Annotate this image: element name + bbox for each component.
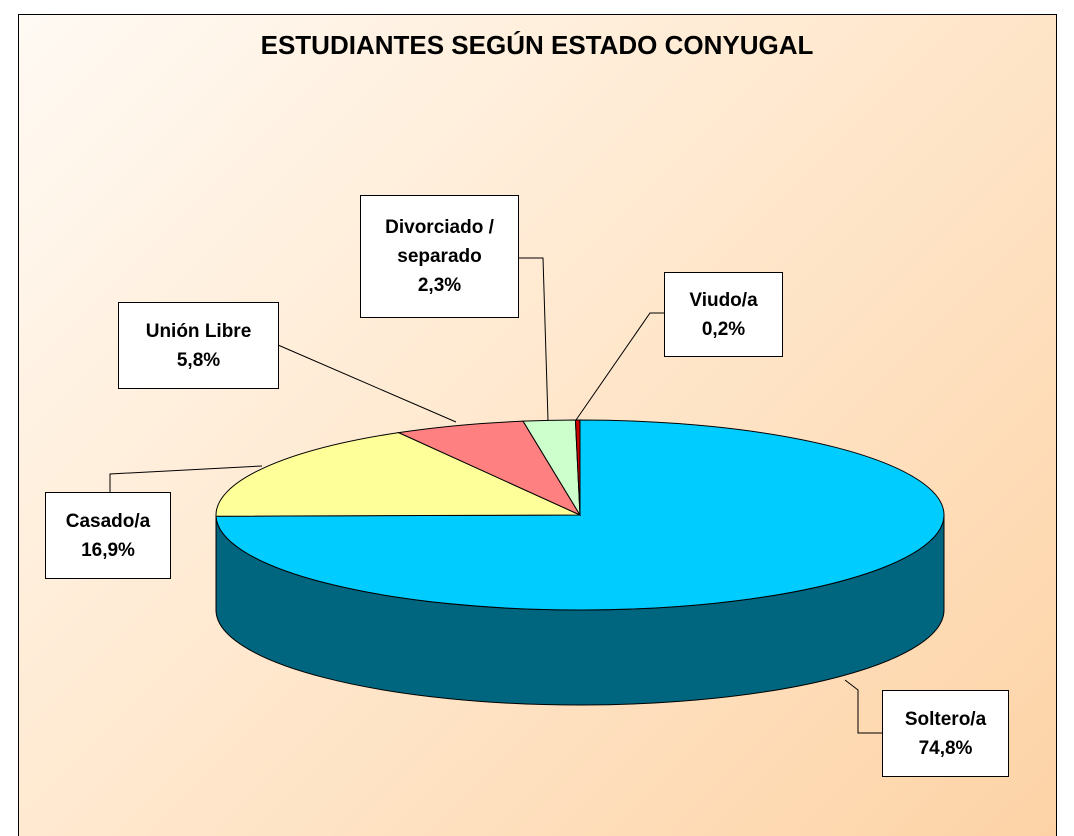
leader-line <box>109 465 263 492</box>
leader-line <box>519 257 549 421</box>
value-label: 0,2% <box>701 318 746 340</box>
value-label: 2,3% <box>417 275 462 296</box>
value-label: 74,8% <box>918 737 973 759</box>
data-label: Unión Libre 5,8% <box>118 302 279 389</box>
category-label: Unión Libre <box>145 320 252 342</box>
category-label: Casado/a <box>65 510 151 532</box>
leader-line <box>844 679 882 734</box>
slice <box>574 419 581 516</box>
value-label: 16,9% <box>81 539 135 561</box>
leader-line <box>575 312 664 421</box>
category-label: Soltero/a <box>904 708 987 730</box>
leader-line <box>277 344 457 423</box>
data-label: Soltero/a 74,8% <box>882 690 1009 777</box>
chart-title: ESTUDIANTES SEGÚN ESTADO CONYUGAL <box>260 30 814 60</box>
data-label: Viudo/a 0,2% <box>664 272 783 357</box>
category-label: Divorciado / separado <box>385 217 494 267</box>
slice <box>215 432 581 517</box>
data-label: Casado/a 16,9% <box>45 492 171 579</box>
value-label: 5,8% <box>176 349 221 371</box>
data-label: Divorciado / separado 2,3% <box>360 195 519 318</box>
category-label: Viudo/a <box>689 289 758 311</box>
slice <box>396 420 582 517</box>
